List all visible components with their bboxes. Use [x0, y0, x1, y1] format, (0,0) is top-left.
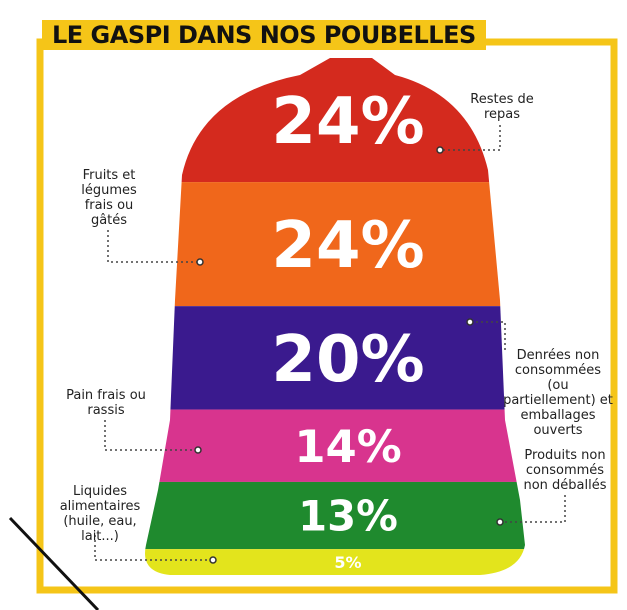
- category-label: Pain frais ou rassis: [66, 388, 146, 418]
- bag-band: [145, 409, 525, 482]
- leader-dot: [209, 556, 217, 564]
- category-label: Produits non consommés non déballés: [523, 448, 607, 493]
- leader: [440, 125, 501, 151]
- value-label: 20%: [271, 323, 424, 397]
- leader-dots: [194, 146, 504, 564]
- value-label: 24%: [271, 85, 424, 159]
- leader-dot: [496, 518, 504, 526]
- corner-stroke: [8, 516, 100, 610]
- value-labels: 24% 24% 20% 14% 13% 5%: [271, 85, 424, 572]
- value-label: 13%: [298, 492, 398, 541]
- bag-band: [145, 306, 525, 410]
- bag-band: [145, 549, 525, 575]
- chart-title: LE GASPI DANS NOS POUBELLES: [42, 20, 486, 50]
- value-label: 5%: [334, 553, 361, 572]
- leader-dot: [196, 258, 204, 266]
- category-label: Denrées non consommées (ou partiellement…: [503, 348, 613, 438]
- leader: [470, 321, 506, 350]
- leader: [500, 495, 566, 523]
- leader-dot: [194, 446, 202, 454]
- category-label: Fruits et légumes frais ou gâtés: [81, 168, 137, 228]
- value-label: 24%: [271, 209, 424, 283]
- category-label: Restes de repas: [470, 92, 534, 122]
- leader: [107, 230, 200, 263]
- value-label: 14%: [294, 420, 401, 473]
- leader: [104, 420, 198, 451]
- bag-band: [145, 481, 525, 550]
- bag-band: [145, 182, 525, 307]
- leaders: [94, 125, 566, 561]
- leader-dot: [436, 146, 444, 154]
- leader-dot: [466, 318, 474, 326]
- leader: [94, 535, 213, 561]
- category-label: Liquides alimentaires (huile, eau, lait.…: [59, 484, 141, 544]
